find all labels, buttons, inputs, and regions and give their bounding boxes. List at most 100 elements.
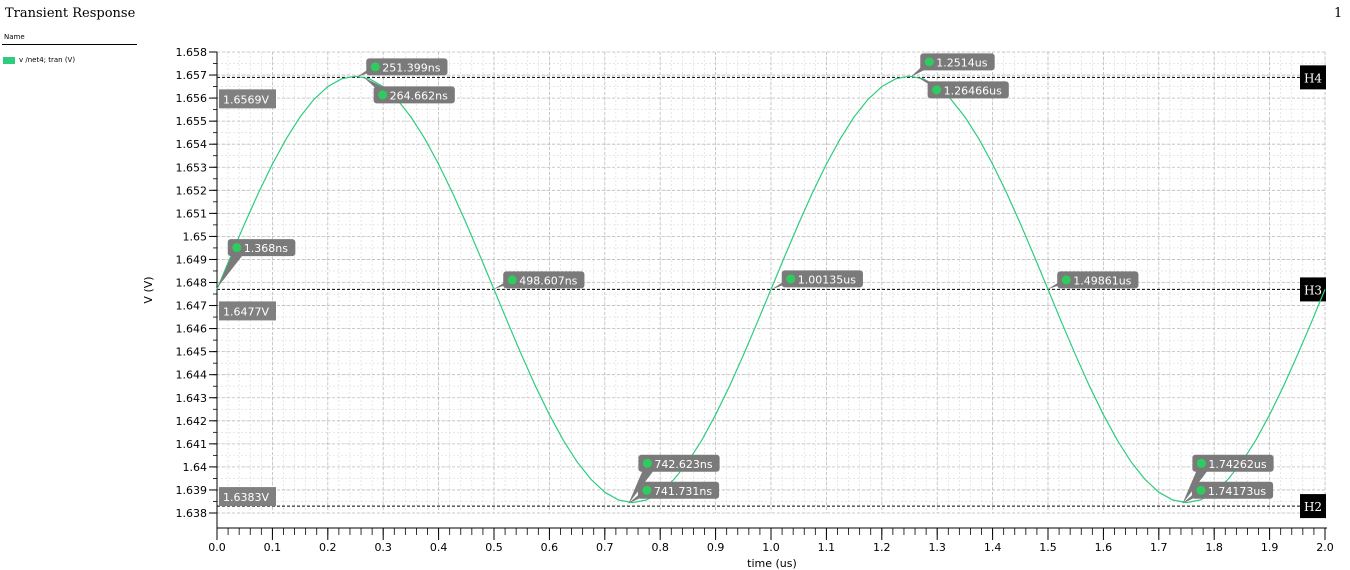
x-tick-label: 1.9	[1261, 541, 1279, 554]
marker-dot	[370, 62, 380, 72]
y-tick-label: 1.64	[183, 461, 208, 474]
hmarker-id-h2: H2	[1304, 500, 1322, 514]
hmarker-value-box	[219, 301, 276, 321]
marker-callout[interactable]	[638, 454, 720, 472]
x-tick-label: 0.2	[319, 541, 337, 554]
marker-dot	[1061, 275, 1071, 285]
point-markers: 1.368ns 251.399ns 264.662ns 498.607ns 742.62…	[217, 53, 1274, 504]
x-tick-label: 1.7	[1150, 541, 1168, 554]
marker-label: 1.00135us	[798, 273, 856, 286]
hmarker-id-h4: H4	[1304, 71, 1322, 85]
y-tick-label: 1.651	[176, 207, 208, 220]
legend-divider	[2, 44, 137, 45]
y-tick-label: 1.65	[183, 230, 208, 243]
marker-label: 1.74262us	[1208, 458, 1266, 471]
legend-header: Name	[4, 33, 25, 41]
x-tick-label: 1.1	[818, 541, 836, 554]
hmarker-value-label: 1.6477V	[223, 305, 269, 318]
marker-callout[interactable]	[781, 270, 863, 288]
y-tick-label: 1.643	[176, 392, 208, 405]
series-line	[216, 75, 1326, 504]
marker-callout[interactable]	[1057, 271, 1139, 289]
x-tick-label: 0.4	[430, 541, 448, 554]
marker-callout[interactable]	[927, 81, 1009, 99]
marker-dot	[507, 275, 517, 285]
y-tick-label: 1.649	[176, 253, 208, 266]
hmarker-tag-h2[interactable]	[1300, 494, 1326, 519]
window-title: Transient Response	[5, 6, 136, 21]
x-tick-label: 0.3	[374, 541, 392, 554]
legend-swatch	[3, 56, 15, 64]
series-layer	[216, 75, 1326, 504]
marker-callout[interactable]	[920, 53, 995, 71]
y-tick-label: 1.658	[176, 46, 208, 59]
hmarker-value-label: 1.6569V	[223, 93, 269, 106]
marker-dot	[232, 243, 242, 253]
marker-callout[interactable]	[1191, 481, 1274, 499]
y-tick-label: 1.652	[176, 184, 208, 197]
y-tick-label: 1.641	[176, 438, 208, 451]
marker-callout[interactable]	[227, 239, 296, 257]
marker-dot	[924, 57, 934, 67]
hmarker-value-box	[219, 487, 276, 507]
y-tick-label: 1.646	[176, 323, 208, 336]
hmarker-id-h3: H3	[1304, 283, 1322, 297]
marker-callout[interactable]	[373, 86, 455, 104]
hmarker-value-box	[219, 89, 276, 109]
y-tick-label: 1.648	[176, 277, 208, 290]
marker-label: 1.368ns	[244, 242, 288, 255]
x-tick-label: 0.0	[208, 541, 226, 554]
marker-label: 498.607ns	[519, 274, 577, 287]
x-tick-label: 1.5	[1039, 541, 1057, 554]
marker-label: 1.26466us	[944, 84, 1002, 97]
x-tick-label: 1.8	[1205, 541, 1223, 554]
marker-dot	[642, 458, 652, 468]
marker-dot	[1196, 458, 1206, 468]
x-tick-label: 1.3	[928, 541, 946, 554]
x-tick-label: 0.1	[264, 541, 282, 554]
x-tick-label: 0.9	[707, 541, 725, 554]
axes: 1.638 1.639 1.64 1.641 1.642 1.643 1.644 1.645 1…	[176, 46, 1334, 554]
horizontal-markers: H4 1.6569V H3 1.6477V H2 1.6383V	[217, 65, 1326, 519]
y-tick-label: 1.645	[176, 346, 208, 359]
marker-callout[interactable]	[503, 271, 585, 289]
page-number: 1	[1334, 6, 1343, 21]
marker-label: 1.74173us	[1208, 485, 1266, 498]
x-axis-label: time (us)	[747, 557, 797, 570]
x-tick-label: 0.5	[485, 541, 503, 554]
x-tick-label: 2.0	[1316, 541, 1334, 554]
marker-dot	[378, 90, 388, 100]
y-tick-label: 1.644	[176, 369, 208, 382]
marker-label: 742.623ns	[654, 458, 712, 471]
legend-item[interactable]: v /net4; tran (V)	[3, 56, 75, 64]
marker-label: 264.662ns	[390, 89, 448, 102]
marker-callout[interactable]	[637, 481, 720, 499]
hmarker-tag-h4[interactable]	[1300, 65, 1326, 90]
marker-dot	[1196, 485, 1206, 495]
y-axis-label: V (V)	[142, 276, 155, 303]
marker-callout[interactable]	[1192, 454, 1274, 472]
legend-item-label: v /net4; tran (V)	[19, 56, 76, 64]
x-tick-label: 1.6	[1095, 541, 1113, 554]
y-tick-label: 1.656	[176, 92, 208, 105]
y-tick-label: 1.647	[176, 300, 208, 313]
marker-dot	[786, 274, 796, 284]
marker-label: 1.49861us	[1073, 274, 1131, 287]
y-tick-label: 1.642	[176, 415, 208, 428]
y-tick-label: 1.654	[176, 138, 208, 151]
marker-pointer	[217, 246, 250, 288]
marker-label: 741.731ns	[654, 485, 712, 498]
marker-dot	[642, 485, 652, 495]
y-tick-label: 1.657	[176, 69, 208, 82]
x-tick-label: 0.6	[541, 541, 559, 554]
x-tick-label: 1.0	[762, 541, 780, 554]
x-tick-label: 0.8	[651, 541, 669, 554]
marker-callout[interactable]	[366, 58, 448, 76]
y-tick-label: 1.655	[176, 115, 208, 128]
marker-dot	[932, 85, 942, 95]
grid	[216, 51, 1326, 514]
y-tick-label: 1.639	[176, 484, 208, 497]
marker-label: 251.399ns	[382, 61, 440, 74]
y-tick-label: 1.638	[176, 507, 208, 520]
